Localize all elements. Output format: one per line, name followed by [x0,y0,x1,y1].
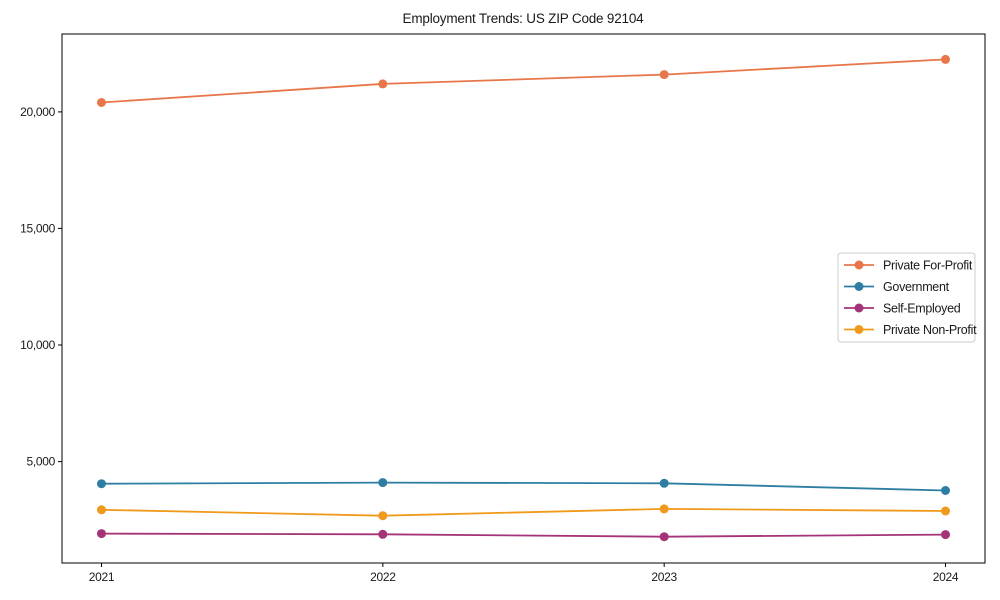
chart-title: Employment Trends: US ZIP Code 92104 [403,11,645,26]
series-line-self-employed [101,532,946,538]
legend-marker-self-employed-icon [854,303,864,313]
legend-marker-private-non-profit-icon [854,325,864,334]
y-tick-label: 15,000 [20,221,56,235]
legend-label-self-employed: Self-Employed [883,302,961,316]
y-tick-label: 5,000 [26,455,55,469]
legend: Private For-Profit Government Self-Employe… [837,252,977,343]
data-point-private-for-profit-2024 [941,54,950,64]
data-point-self-employed-2022 [378,529,388,539]
data-point-private-non-profit-2022 [378,511,388,521]
data-point-government-2022 [378,478,388,488]
data-point-self-employed-2021 [97,529,106,539]
legend-label-private-non-profit: Private Non-Profit [883,323,977,337]
data-point-private-for-profit-2021 [97,98,106,107]
legend-label-private-for-profit: Private For-Profit [883,259,973,273]
data-point-private-non-profit-2023 [659,504,669,514]
legend-marker-private-for-profit-icon [854,260,864,270]
data-point-private-for-profit-2022 [378,79,388,89]
legend-box [837,252,976,343]
data-point-private-non-profit-2024 [941,506,950,516]
y-tick-label: 10,000 [20,338,56,352]
data-point-private-for-profit-2023 [659,70,669,80]
plot-border [61,33,986,564]
series-line-government [101,481,946,492]
x-tick-label: 2024 [933,570,959,584]
series-group [97,54,950,542]
x-tick-label: 2021 [89,570,115,584]
y-tick-label: 20,000 [20,105,56,119]
data-point-private-non-profit-2021 [97,505,106,515]
legend-label-government: Government [883,280,950,294]
data-point-self-employed-2023 [659,532,669,542]
data-point-government-2021 [97,479,106,489]
series-line-private-for-profit [101,58,946,104]
x-tick-label: 2023 [651,570,677,584]
data-point-government-2023 [659,478,669,488]
legend-marker-government-icon [854,282,864,291]
data-point-self-employed-2024 [941,530,950,540]
data-point-government-2024 [941,486,950,495]
x-tick-label: 2022 [370,570,396,584]
axes: 5,000 10,000 15,000 20,000 2021 2022 2023 2024 [20,33,986,584]
series-line-private-non-profit [101,507,946,517]
